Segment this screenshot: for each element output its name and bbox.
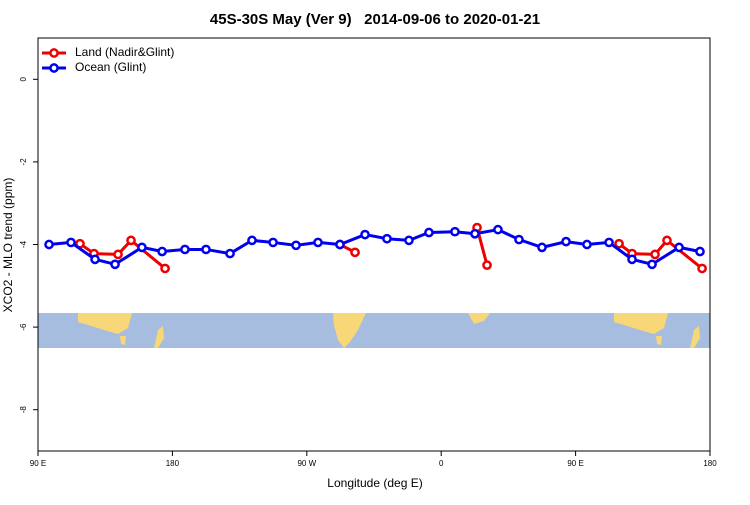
x-axis-label: Longitude (deg E) [327,476,422,490]
y-tick-label: -8 [19,406,28,414]
series-point [604,237,614,248]
series-point [180,244,190,255]
series-point [157,246,167,257]
series-point [247,235,257,246]
series-point [291,240,301,251]
series-point [561,236,571,247]
series-point [647,259,657,270]
y-tick-label: -4 [19,240,28,248]
series-point [137,242,147,253]
series-point [44,239,54,250]
series-point [424,227,434,238]
y-tick-label: -2 [19,158,28,166]
legend-marker [49,63,59,73]
x-tick-label: 180 [703,459,717,468]
x-tick-label: 90 W [297,459,316,468]
map-strip [38,313,710,348]
series-point [662,235,672,246]
y-axis-label: XCO2 - MLO trend (ppm) [1,178,15,313]
series-point [90,254,100,265]
series-point [360,229,370,240]
series-point [450,226,460,237]
series-point [582,239,592,250]
series-point [470,228,480,239]
series-point [627,254,637,265]
series-point [482,260,492,270]
series-point [201,244,211,255]
x-tick-label: 90 E [567,459,583,468]
y-tick-label: -6 [19,323,28,331]
y-tick-label: 0 [19,77,28,82]
series-point [697,263,707,274]
x-tick-label: 180 [166,459,180,468]
series-point [382,233,392,244]
series-point [650,249,660,260]
legend-marker [49,48,59,58]
legend-label: Ocean (Glint) [75,60,146,74]
series-point [313,237,323,248]
series-point [126,235,136,246]
series-point [335,239,345,250]
series-point [268,237,278,248]
series-point [614,238,624,249]
series-point [404,235,414,246]
series-point [674,242,684,253]
series-point [113,249,123,260]
series-point [350,247,360,258]
series-point [695,246,705,257]
series-point [225,248,235,259]
series-point [66,237,76,248]
chart-title: 45S-30S May (Ver 9) 2014-09-06 to 2020-0… [210,11,540,28]
legend-label: Land (Nadir&Glint) [75,45,174,59]
x-tick-label: 0 [439,459,444,468]
series-point [493,224,503,235]
series-point [110,259,120,270]
series-point [514,234,524,245]
x-tick-label: 90 E [30,459,46,468]
series-point [537,242,547,253]
series-point [160,263,170,274]
